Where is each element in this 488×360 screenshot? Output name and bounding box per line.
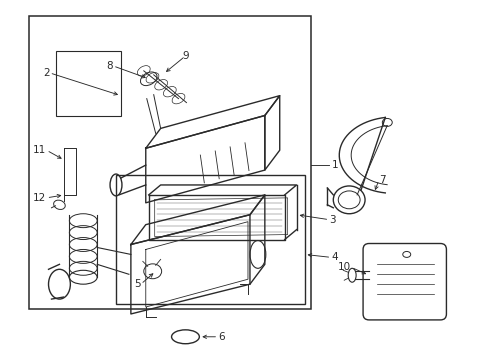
- Text: 11: 11: [33, 145, 46, 155]
- Text: 1: 1: [331, 160, 337, 170]
- Text: 8: 8: [106, 61, 113, 71]
- Text: 3: 3: [328, 215, 335, 225]
- Text: 2: 2: [43, 68, 49, 78]
- Text: 5: 5: [134, 279, 141, 289]
- Bar: [29, 16, 311, 309]
- Text: 9: 9: [182, 51, 188, 61]
- Text: 12: 12: [33, 193, 46, 203]
- Bar: [116, 175, 304, 304]
- Text: 10: 10: [337, 262, 350, 272]
- Text: 7: 7: [378, 175, 385, 185]
- Bar: [56, 51, 121, 116]
- Text: 6: 6: [218, 332, 224, 342]
- Text: 4: 4: [331, 252, 337, 262]
